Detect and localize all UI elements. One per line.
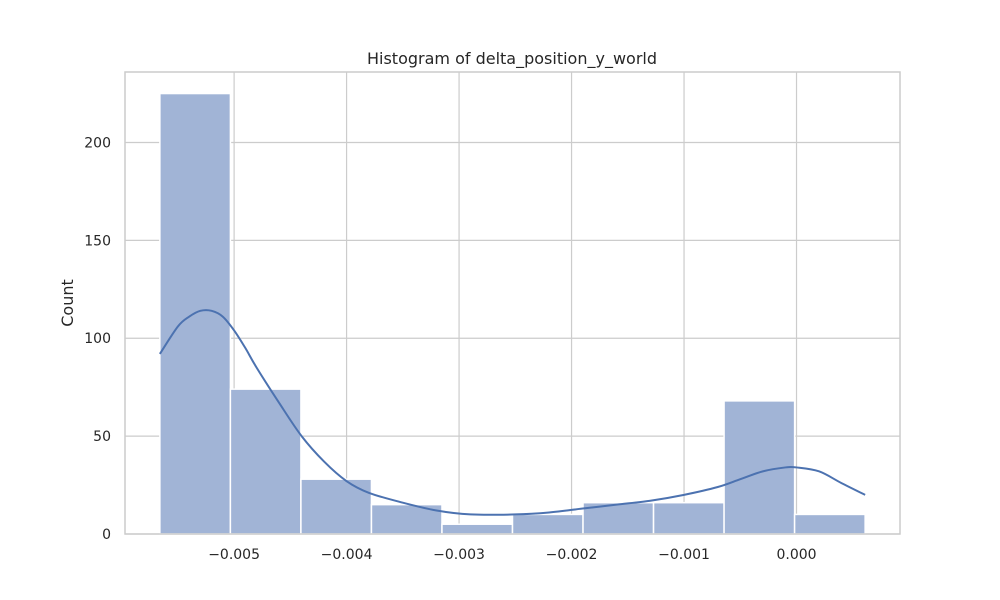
y-tick-label: 150 xyxy=(84,233,111,249)
x-tick-label: −0.004 xyxy=(321,547,373,563)
kde-line xyxy=(159,309,866,516)
x-tick-label: −0.002 xyxy=(546,547,598,563)
x-tick-label: −0.001 xyxy=(658,547,710,563)
histogram-bar xyxy=(652,501,725,535)
x-axis-ticks: −0.005 −0.004 −0.003 −0.002 −0.001 0.000 xyxy=(208,547,816,563)
x-tick-label: −0.003 xyxy=(433,547,485,563)
histogram-bar xyxy=(229,388,302,535)
x-tick-label: −0.005 xyxy=(208,547,260,563)
kde-curve xyxy=(159,309,866,516)
y-axis-label: Count xyxy=(58,279,77,327)
chart-title: Histogram of delta_position_y_world xyxy=(367,49,657,69)
histogram-bar xyxy=(511,513,584,535)
histogram-bar xyxy=(300,478,373,535)
y-tick-label: 50 xyxy=(93,429,111,445)
x-tick-label: 0.000 xyxy=(776,547,816,563)
histogram-bar xyxy=(441,523,514,535)
plot-frame xyxy=(124,71,901,535)
y-tick-label: 0 xyxy=(102,527,111,543)
histogram-bar xyxy=(793,513,866,535)
y-tick-label: 100 xyxy=(84,331,111,347)
y-tick-label: 200 xyxy=(84,135,111,151)
bars xyxy=(159,92,866,535)
y-axis-ticks: 0 50 100 150 200 xyxy=(84,135,111,543)
